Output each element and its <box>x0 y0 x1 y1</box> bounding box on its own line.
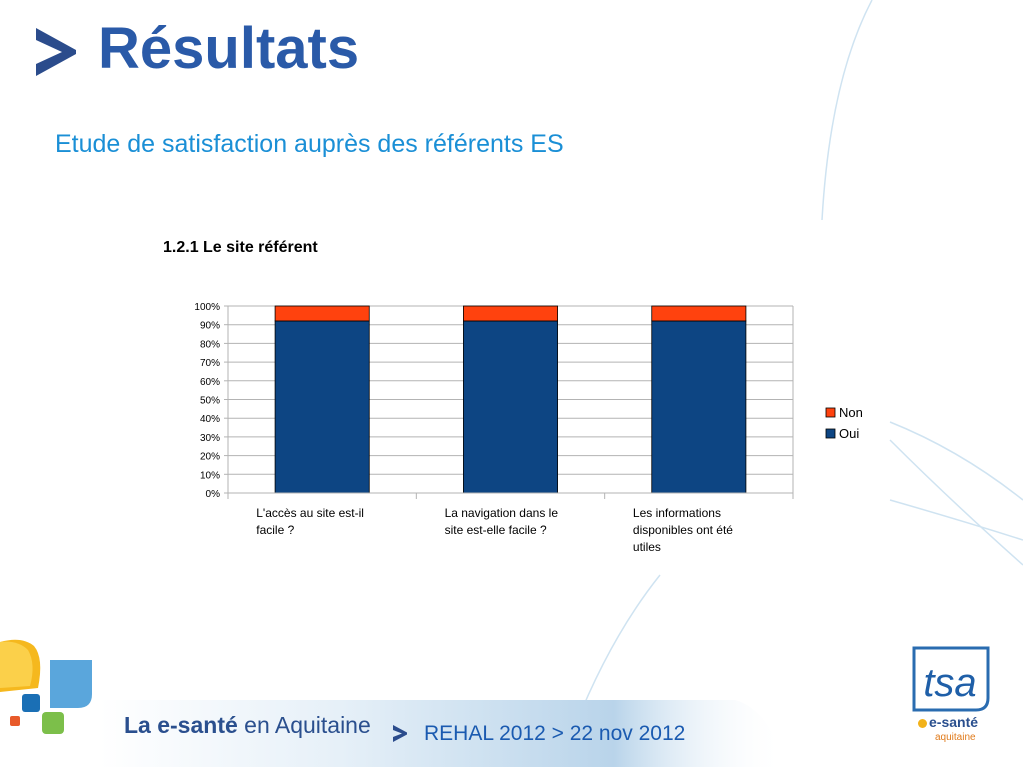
legend-label-oui: Oui <box>839 426 859 441</box>
chevron-right-icon <box>36 28 76 76</box>
tsa-logo: tsa <box>912 646 990 712</box>
chart-axes <box>227 306 794 499</box>
bar-oui-1 <box>274 320 370 494</box>
bar-non-3 <box>651 305 747 322</box>
x-category-label: Les informations disponibles ont été utile… <box>633 506 733 554</box>
chart-legend: Non Oui <box>825 405 863 441</box>
tsa-logo-line1: e-santé <box>929 714 979 730</box>
y-tick-label: 20% <box>200 452 220 463</box>
y-tick-label: 0% <box>206 489 221 500</box>
y-tick-label: 100% <box>194 302 220 313</box>
x-category-label: La navigation dans le site est-elle facil… <box>445 506 559 537</box>
y-tick-label: 80% <box>200 339 220 350</box>
legend-label-non: Non <box>839 405 863 420</box>
footer-brand-rest: en Aquitaine <box>237 712 371 738</box>
x-category-label: L'accès au site est-il facile ? <box>256 506 364 537</box>
chart-bars <box>274 305 747 494</box>
x-axis-labels: L'accès au site est-il facile ? La navigat… <box>256 506 733 554</box>
y-tick-label: 40% <box>200 414 220 425</box>
bar-non-2 <box>463 305 558 322</box>
y-tick-label: 30% <box>200 433 220 444</box>
tsa-logo-line2: aquitaine <box>935 732 976 743</box>
bar-oui-3 <box>651 320 747 494</box>
tsa-mark: tsa <box>923 661 976 705</box>
footer-band <box>100 700 785 767</box>
bar-non-1 <box>274 305 370 322</box>
y-tick-label: 70% <box>200 358 220 369</box>
esante-logo <box>0 639 92 734</box>
chevron-right-icon <box>393 725 407 742</box>
section-title: 1.2.1 Le site référent <box>163 239 318 256</box>
bar-oui-2 <box>463 320 558 494</box>
footer-event: REHAL 2012 > 22 nov 2012 <box>424 722 686 745</box>
footer-brand-bold: La e-santé <box>124 712 238 738</box>
y-tick-label: 90% <box>200 321 220 332</box>
legend-swatch-oui <box>825 428 836 439</box>
footer-brand: La e-santé en Aquitaine <box>124 712 371 739</box>
y-tick-label: 10% <box>200 470 220 481</box>
page-title: Résultats <box>98 16 360 81</box>
page-subtitle: Etude de satisfaction auprès des référen… <box>55 130 564 158</box>
y-tick-label: 60% <box>200 377 220 388</box>
dot-icon <box>918 719 927 728</box>
y-tick-label: 50% <box>200 396 220 407</box>
legend-swatch-non <box>825 407 836 418</box>
y-axis-labels: 0% 10% 20% 30% 40% 50% 60% 70% 80% 90% 100% <box>194 302 220 500</box>
